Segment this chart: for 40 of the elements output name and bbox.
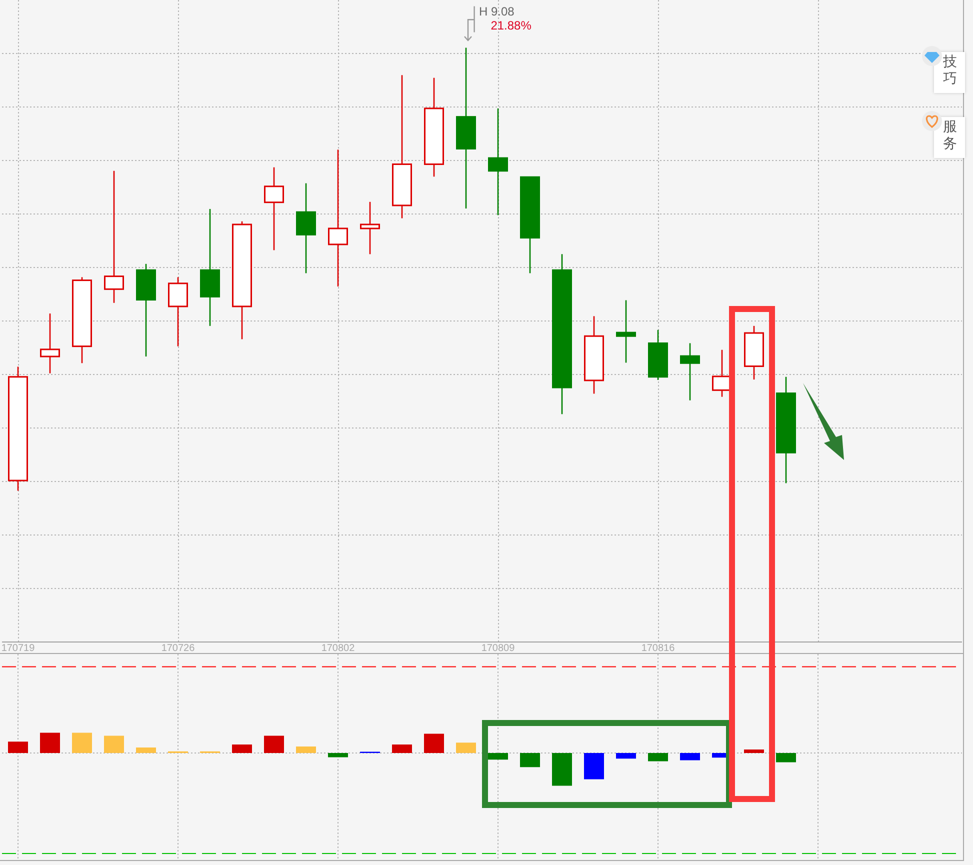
bar — [232, 744, 252, 754]
candlestick — [168, 276, 188, 347]
bar — [552, 753, 572, 786]
bar — [520, 753, 540, 768]
x-tick-label: 170726 — [161, 643, 196, 654]
annotation: 服务 — [943, 119, 958, 153]
candlestick — [328, 148, 348, 288]
x-tick-label: 170802 — [321, 643, 356, 654]
bar — [8, 742, 28, 754]
bar — [488, 753, 508, 760]
bar — [744, 749, 764, 754]
candlestick — [616, 300, 636, 364]
candlestick — [40, 312, 60, 374]
text: 21.88% — [490, 18, 532, 32]
bar — [264, 736, 284, 754]
x-tick-label: 170719 — [1, 643, 36, 654]
bar — [72, 732, 92, 754]
bar — [776, 753, 796, 762]
bar — [328, 753, 348, 758]
bar — [584, 753, 604, 780]
bar — [456, 742, 476, 754]
bar — [40, 732, 60, 754]
x-tick-label: 170809 — [481, 643, 516, 654]
candlestick — [104, 170, 124, 304]
candlestick — [296, 182, 316, 274]
bar — [424, 734, 444, 754]
candlestick — [680, 342, 700, 401]
candlestick — [264, 166, 284, 251]
annotation: 技巧 — [943, 54, 958, 88]
bar — [136, 747, 156, 754]
bar — [296, 746, 316, 754]
bar — [648, 753, 668, 762]
bar — [616, 753, 636, 759]
candlestick — [360, 201, 380, 255]
bar — [104, 736, 124, 754]
candlestick — [488, 108, 508, 216]
text: H 9.08 — [479, 4, 515, 19]
bar — [392, 744, 412, 754]
bar — [680, 753, 700, 760]
x-tick-label: 170816 — [641, 643, 676, 654]
